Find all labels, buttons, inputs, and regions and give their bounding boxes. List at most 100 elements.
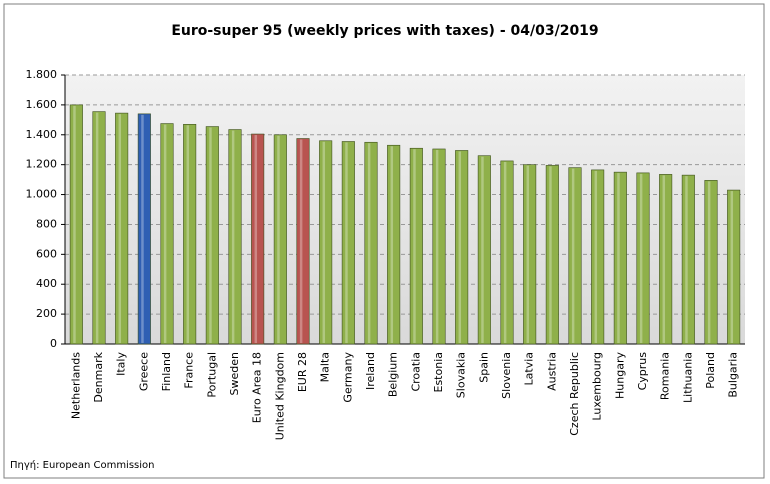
bar-highlight	[503, 161, 507, 343]
bar-highlight	[685, 176, 688, 343]
bar-highlight	[254, 135, 258, 343]
bar-highlight	[73, 105, 76, 343]
bar-highlight	[163, 124, 167, 343]
bar	[500, 160, 514, 345]
source: Πηγή: European Commission	[10, 459, 155, 471]
bar-highlight	[231, 130, 235, 343]
bar	[727, 189, 741, 345]
bar	[296, 138, 310, 345]
x-tick-label: Croatia	[409, 352, 422, 392]
bar-highlight	[662, 175, 666, 343]
y-tick-label: 1.200	[26, 158, 58, 171]
bar	[273, 134, 287, 345]
x-tick-label: Romania	[659, 352, 672, 400]
x-tick-label: Cyprus	[636, 352, 649, 391]
bar-highlight	[186, 125, 190, 343]
bar	[523, 164, 537, 345]
x-tick-label: Ireland	[364, 352, 377, 390]
y-tick-label: 0	[50, 337, 57, 350]
bar-highlight	[141, 114, 144, 343]
x-tick-label: Italy	[115, 352, 128, 376]
x-tick-label: Euro Area 18	[251, 352, 264, 423]
x-tick-label: Finland	[160, 352, 173, 391]
bar	[137, 113, 151, 345]
bar-highlight	[571, 168, 575, 343]
x-tick-label: Slovenia	[500, 352, 513, 399]
bar	[387, 144, 401, 345]
x-tick-label: Poland	[704, 352, 717, 389]
bar-highlight	[526, 165, 530, 343]
x-tick-label: Portugal	[205, 352, 218, 398]
x-tick-label: Netherlands	[69, 352, 82, 419]
x-tick-label: Belgium	[387, 352, 400, 397]
bar-highlight	[277, 135, 280, 343]
bar-highlight	[707, 181, 711, 343]
x-tick-label: EUR 28	[296, 352, 309, 392]
y-tick-label: 1.600	[26, 98, 58, 111]
bar-highlight	[322, 141, 326, 343]
x-tick-label: Denmark	[92, 351, 105, 402]
bar-highlight	[594, 170, 598, 343]
bar	[681, 174, 695, 345]
bar-highlight	[639, 173, 643, 343]
y-tick-label: 1.400	[26, 128, 58, 141]
y-tick-label: 1.000	[26, 188, 58, 201]
bar-highlight	[118, 114, 122, 343]
bar	[364, 141, 378, 345]
x-tick-label: Latvia	[523, 352, 536, 386]
bar	[228, 129, 242, 345]
bar	[409, 147, 423, 345]
x-tick-label: Lithuania	[681, 352, 694, 403]
x-tick-label: Sweden	[228, 352, 241, 395]
bar-highlight	[435, 149, 439, 343]
bar-highlight	[458, 151, 462, 343]
x-tick-label: United Kingdom	[273, 352, 286, 440]
y-tick-label: 800	[36, 217, 57, 230]
bar-highlight	[481, 156, 484, 343]
bar	[591, 169, 605, 345]
x-tick-label: Greece	[137, 352, 150, 391]
bar-highlight	[299, 139, 303, 343]
bar-highlight	[367, 143, 371, 343]
x-tick-label: Malta	[319, 352, 332, 382]
x-tick-label: Germany	[341, 352, 354, 403]
x-tick-label: Bulgaria	[727, 352, 740, 398]
bar-highlight	[95, 112, 99, 343]
bar-highlight	[390, 146, 394, 343]
x-tick-label: Slovakia	[455, 352, 468, 398]
bar	[568, 167, 582, 345]
x-tick-label: France	[183, 352, 196, 389]
bar	[92, 111, 106, 345]
bar-highlight	[617, 173, 620, 343]
bar	[545, 165, 559, 345]
x-tick-label: Luxembourg	[591, 352, 604, 421]
y-tick-label: 1.800	[26, 68, 58, 81]
bar	[183, 124, 197, 345]
y-tick-label: 400	[36, 277, 57, 290]
bar-highlight	[345, 142, 348, 343]
bar	[432, 148, 446, 345]
bar-highlight	[730, 191, 734, 343]
bar	[160, 123, 174, 345]
bar-highlight	[549, 166, 552, 343]
chart-title: Euro-super 95 (weekly prices with taxes)…	[171, 23, 598, 39]
bar	[319, 140, 333, 345]
bar	[704, 180, 718, 345]
y-tick-label: 200	[36, 307, 57, 320]
y-tick-label: 600	[36, 247, 57, 260]
x-tick-label: Hungary	[613, 352, 626, 399]
bar	[636, 172, 650, 345]
bar	[477, 155, 491, 345]
x-tick-label: Austria	[545, 352, 558, 391]
bar	[251, 133, 265, 345]
plot-area	[65, 75, 745, 344]
x-tick-label: Estonia	[432, 352, 445, 393]
bar-highlight	[413, 149, 416, 343]
bar	[341, 141, 355, 345]
x-tick-label: Spain	[477, 352, 490, 383]
bar	[69, 104, 83, 345]
bar	[115, 112, 129, 345]
bar-highlight	[209, 127, 212, 343]
x-tick-label: Czech Republic	[568, 352, 581, 436]
